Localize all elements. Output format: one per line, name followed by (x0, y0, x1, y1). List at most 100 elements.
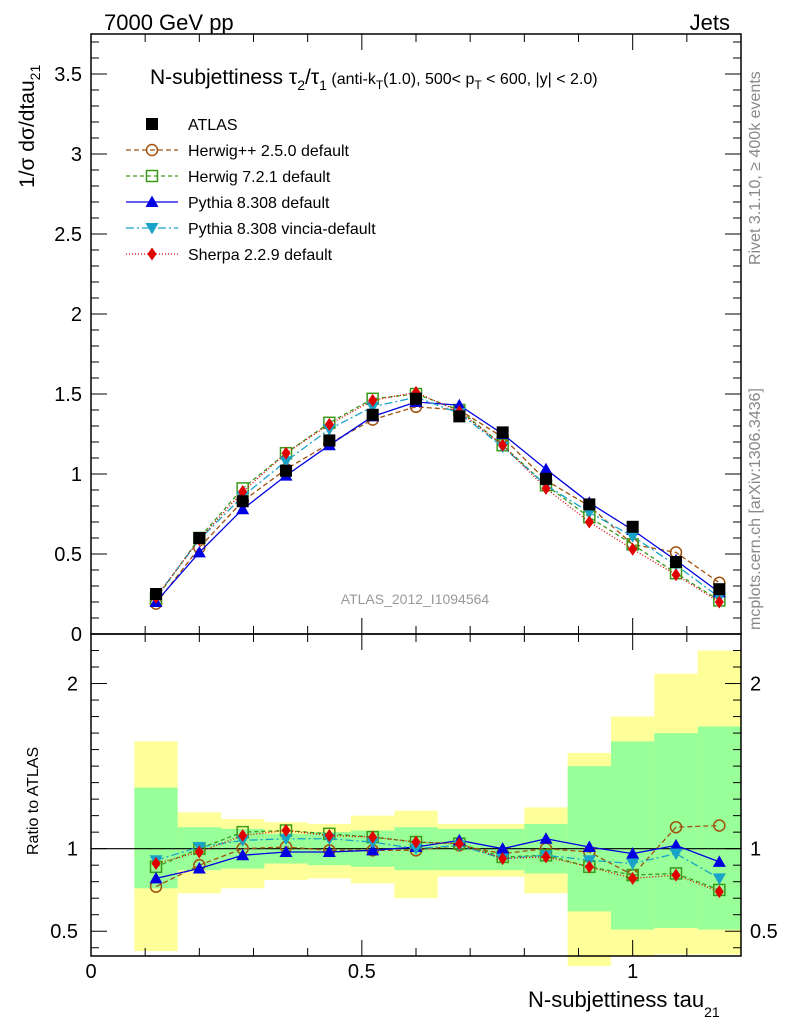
legend-label: Herwig 7.2.1 default (188, 169, 331, 186)
x-tick-label: 1 (627, 961, 638, 983)
data-point-atlas (626, 520, 639, 533)
ratio-point-sherpa-2-2-9-default (194, 845, 204, 859)
data-point-sherpa-2-2-9-default (714, 595, 724, 609)
data-point-sherpa-2-2-9-default (628, 542, 638, 556)
data-point-atlas (540, 472, 552, 485)
band-inner (567, 766, 611, 912)
data-point-pythia-8-308-vincia-default (279, 456, 293, 468)
ratio-point-sherpa-2-2-9-default (628, 871, 638, 885)
legend-item-sherpa-2-2-9-default: Sherpa 2.2.9 default (126, 247, 333, 264)
ratio-point-pythia-8-308-default (539, 832, 553, 844)
data-point-sherpa-2-2-9-default (324, 417, 334, 431)
x-tick-label: 0 (85, 961, 96, 983)
series-atlas (150, 392, 726, 600)
ratio-point-sherpa-2-2-9-default (411, 835, 421, 849)
ratio-point-pythia-8-308-default (192, 861, 206, 874)
legend-marker-pythia-8-308-default (145, 195, 159, 207)
legend-label: Pythia 8.308 vincia-default (188, 221, 376, 238)
x-axis-label: N-subjettiness tau21 (528, 987, 720, 1020)
ratio-point-sherpa-2-2-9-default (151, 857, 161, 871)
mcplots-url-label: mcplots.cern.ch [arXiv:1306.3436] (747, 388, 764, 630)
ratio-point-pythia-8-308-default (149, 871, 163, 884)
ratio-y-tick-label-right: 2 (750, 674, 761, 696)
data-point-atlas (670, 556, 682, 568)
analysis-id-watermark: ATLAS_2012_I1094564 (341, 591, 490, 607)
ratio-point-pythia-8-308-vincia-default (409, 843, 423, 856)
y-tick-label: 3 (71, 144, 82, 166)
ratio-point-sherpa-2-2-9-default (541, 850, 551, 864)
ratio-point-pythia-8-308-default (496, 842, 510, 854)
data-point-sherpa-2-2-9-default (541, 481, 551, 495)
x-tick-label: 0.5 (348, 961, 376, 983)
series-herwig-7-2-1-default (149, 387, 726, 607)
ratio-point-sherpa-2-2-9-default (238, 828, 248, 842)
legend-marker-atlas (146, 118, 158, 130)
data-point-atlas (583, 498, 596, 511)
ratio-point-pythia-8-308-vincia-default (279, 833, 293, 846)
ratio-y-tick-label: 0.5 (50, 921, 78, 943)
y-tick-label: 2.5 (54, 224, 82, 246)
ratio-point-sherpa-2-2-9-default (498, 852, 508, 866)
y-tick-label: 0.5 (54, 544, 82, 566)
ratio-point-pythia-8-308-default (236, 848, 250, 861)
y-tick-label: 1.5 (54, 384, 82, 406)
data-point-atlas (193, 532, 206, 544)
main-y-axis-label: 1/σ dσ/dtau21 (16, 65, 43, 188)
ratio-line-herwig-2-5-0-default (155, 824, 720, 888)
legend-label: ATLAS (188, 117, 238, 134)
data-point-pythia-8-308-default (452, 398, 466, 411)
ratio-point-pythia-8-308-vincia-default (626, 858, 640, 871)
y-tick-label: 1 (71, 464, 82, 486)
uncertainty-bands (134, 650, 741, 966)
data-point-sherpa-2-2-9-default (671, 568, 681, 582)
data-point-sherpa-2-2-9-default (584, 515, 594, 529)
series-pythia-8-308-vincia-default (149, 392, 726, 604)
legend: ATLAS Herwig++ 2.5.0 default Herwig 7.2.1 … (126, 117, 376, 264)
ratio-point-pythia-8-308-default (582, 840, 596, 853)
data-point-pythia-8-308-vincia-default (626, 531, 640, 543)
series-pythia-8-308-default (149, 395, 726, 607)
ratio-point-pythia-8-308-default (626, 847, 640, 859)
data-point-pythia-8-308-default (192, 545, 206, 558)
data-point-atlas (496, 426, 509, 439)
legend-marker-herwig-2-5-0-default (145, 143, 159, 157)
ratio-line-pythia-8-308-default (155, 838, 720, 880)
data-point-atlas (453, 410, 466, 423)
ratio-plot-panel: 0.5 0.5 1 1 2 2 0 0.5 1 Ratio to ATLAS N-subjett… (25, 633, 778, 1020)
data-point-sherpa-2-2-9-default (368, 393, 378, 407)
ratio-point-sherpa-2-2-9-default (324, 828, 334, 842)
legend-marker-sherpa-2-2-9-default (147, 247, 157, 261)
ratio-y-axis-label: Ratio to ATLAS (25, 747, 42, 855)
band-inner (654, 733, 698, 928)
series-line-sherpa-2-2-9-default (155, 391, 720, 603)
data-point-atlas (366, 408, 379, 421)
ratio-point-sherpa-2-2-9-default (584, 860, 594, 874)
plot-title: N-subjettiness τ2/τ1 (anti-kT(1.0), 500<… (150, 66, 598, 93)
ratio-point-sherpa-2-2-9-default (281, 824, 291, 838)
header-left-label: 7000 GeV pp (104, 10, 234, 35)
ratio-point-pythia-8-308-default (712, 855, 726, 867)
ratio-point-pythia-8-308-vincia-default (669, 848, 683, 861)
ratio-series-sherpa-2-2-9-default (151, 824, 724, 899)
legend-marker-herwig-7-2-1-default (145, 169, 159, 183)
legend-item-herwig-2-5-0-default: Herwig++ 2.5.0 default (126, 143, 350, 160)
legend-item-pythia-8-308-default: Pythia 8.308 default (126, 195, 330, 212)
ratio-point-pythia-8-308-default (366, 843, 380, 856)
data-point-pythia-8-308-default (236, 502, 250, 515)
ratio-point-sherpa-2-2-9-default (671, 868, 681, 882)
ratio-point-sherpa-2-2-9-default (368, 830, 378, 844)
ratio-point-herwig-2-5-0-default (669, 820, 683, 834)
band-inner (697, 726, 741, 930)
ratio-line-herwig-7-2-1-default (155, 829, 720, 891)
ratio-y-tick-label: 1 (67, 839, 78, 861)
legend-label: Pythia 8.308 default (188, 195, 330, 212)
ratio-point-sherpa-2-2-9-default (714, 885, 724, 899)
ratio-point-pythia-8-308-default (279, 845, 293, 857)
ratio-point-pythia-8-308-default (322, 845, 336, 857)
legend-label: Sherpa 2.2.9 default (188, 247, 333, 264)
header-right-label: Jets (690, 10, 730, 35)
ratio-line-pythia-8-308-vincia-default (155, 838, 720, 879)
data-point-atlas (150, 588, 162, 600)
band-inner (134, 787, 178, 889)
